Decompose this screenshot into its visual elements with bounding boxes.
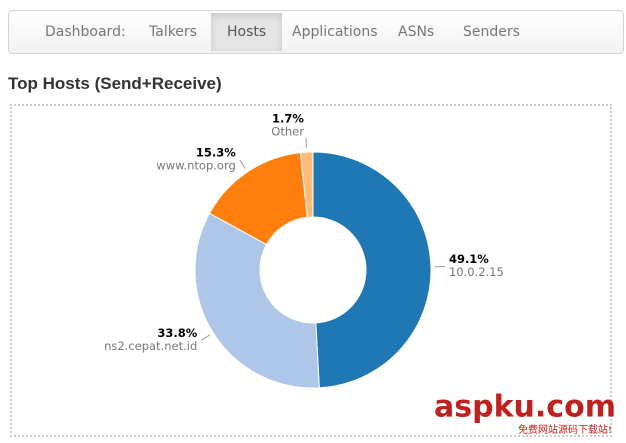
nav-tab[interactable]: Senders xyxy=(463,24,520,40)
slice-value-label: 33.8% xyxy=(157,326,197,340)
pie-slice xyxy=(194,212,320,389)
pie-slice xyxy=(312,151,432,389)
slice-category-label: ns2.cepat.net.id xyxy=(104,339,197,353)
slice-category-label: www.ntop.org xyxy=(156,159,235,173)
chart-frame xyxy=(10,104,612,437)
nav-tab[interactable]: Dashboard: xyxy=(45,24,126,40)
pie-slice xyxy=(299,151,314,218)
nav-tab[interactable]: Applications xyxy=(292,24,378,40)
watermark-tagline: 免费网站源码下载站! xyxy=(518,423,612,436)
leader-line xyxy=(239,159,246,169)
nav-bar: Dashboard: Talkers Hosts Applications ASNs Se… xyxy=(8,10,624,54)
slice-value-label: 1.7% xyxy=(272,112,304,126)
nav-tab[interactable]: ASNs xyxy=(398,24,435,40)
slice-category-label: Other xyxy=(271,125,304,139)
nav-tab[interactable]: Talkers xyxy=(149,24,197,40)
slice-value-label: 49.1% xyxy=(449,252,489,266)
section-heading: Top Hosts (Send+Receive) xyxy=(8,74,222,93)
nav-tab[interactable]: Hosts xyxy=(211,13,283,51)
watermark-brand: aspku.com xyxy=(434,390,616,425)
leader-line xyxy=(305,138,307,149)
leader-line xyxy=(200,334,210,341)
slice-value-label: 15.3% xyxy=(196,146,236,160)
slice-category-label: 10.0.2.15 xyxy=(449,265,504,279)
